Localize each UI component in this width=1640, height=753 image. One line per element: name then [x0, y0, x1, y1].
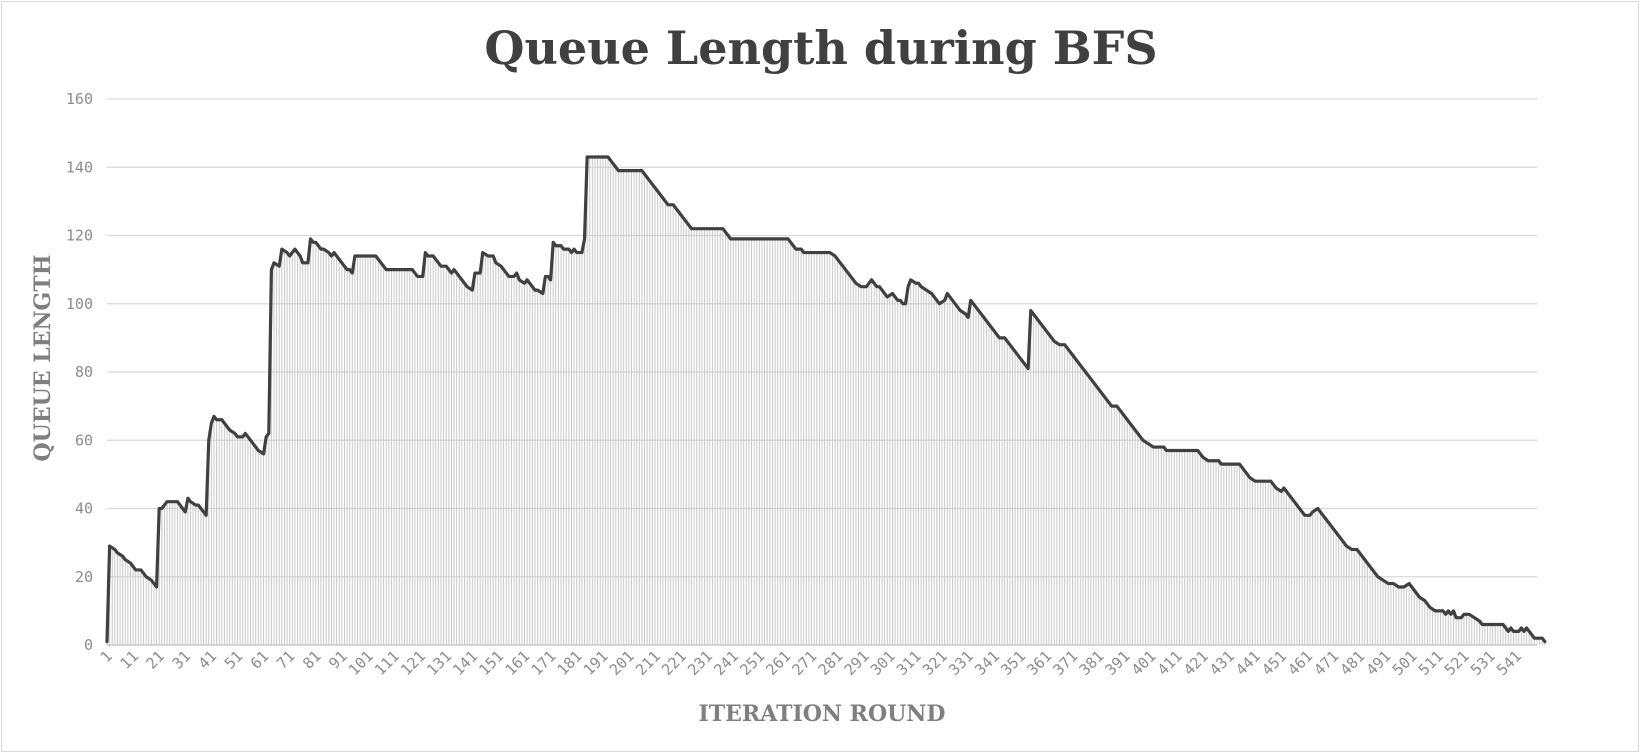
- x-tick-label: 291: [841, 647, 873, 679]
- x-tick-label: 111: [371, 647, 403, 679]
- x-tick-label: 281: [815, 647, 847, 679]
- x-tick-label: 251: [736, 647, 768, 679]
- x-tick-label: 61: [247, 647, 273, 673]
- x-tick-label: 411: [1154, 647, 1186, 679]
- x-tick-label: 261: [762, 647, 794, 679]
- x-tick-label: 241: [710, 647, 742, 679]
- x-tick-label: 511: [1415, 647, 1447, 679]
- x-tick-label: 441: [1232, 647, 1264, 679]
- x-tick-label: 321: [919, 647, 951, 679]
- x-tick-label: 31: [169, 647, 195, 673]
- x-tick-label: 151: [475, 647, 507, 679]
- y-tick-label: 80: [75, 363, 93, 381]
- x-tick-label: 221: [658, 647, 690, 679]
- x-tick-label: 231: [684, 647, 716, 679]
- x-tick-label: 451: [1258, 647, 1290, 679]
- x-tick-label: 471: [1310, 647, 1342, 679]
- x-tick-label: 271: [789, 647, 821, 679]
- x-tick-label: 351: [997, 647, 1029, 679]
- y-tick-label: 140: [66, 158, 93, 176]
- x-tick-label: 81: [299, 647, 325, 673]
- x-tick-label: 521: [1441, 647, 1473, 679]
- x-tick-label: 131: [423, 647, 455, 679]
- x-tick-labels: 1 11 21 31 41 51 61 71 81 91101111121131141151161…: [97, 647, 1525, 679]
- y-tick-label: 40: [75, 500, 93, 518]
- y-tick-label: 0: [84, 636, 93, 654]
- y-tick-label: 20: [75, 568, 93, 586]
- x-tick-label: 361: [1023, 647, 1055, 679]
- x-tick-label: 501: [1389, 647, 1421, 679]
- x-tick-label: 201: [606, 647, 638, 679]
- area-fill-lines: [106, 157, 1546, 645]
- x-tick-label: 491: [1363, 647, 1395, 679]
- x-tick-label: 341: [971, 647, 1003, 679]
- x-tick-label: 1: [97, 647, 116, 666]
- x-tick-label: 11: [116, 647, 142, 673]
- x-tick-label: 391: [1102, 647, 1134, 679]
- x-tick-label: 171: [528, 647, 560, 679]
- x-tick-label: 101: [345, 647, 377, 679]
- x-tick-label: 311: [893, 647, 925, 679]
- x-tick-label: 541: [1493, 647, 1525, 679]
- x-tick-label: 181: [554, 647, 586, 679]
- x-tick-label: 121: [397, 647, 429, 679]
- x-tick-label: 41: [195, 647, 221, 673]
- y-tick-label: 160: [66, 90, 93, 108]
- x-tick-label: 141: [449, 647, 481, 679]
- x-tick-label: 331: [945, 647, 977, 679]
- y-axis-title: QUEUE LENGTH: [30, 254, 56, 461]
- x-tick-label: 401: [1128, 647, 1160, 679]
- chart-title: Queue Length during BFS: [484, 21, 1157, 75]
- x-tick-label: 71: [273, 647, 299, 673]
- x-tick-label: 211: [632, 647, 664, 679]
- x-tick-label: 191: [580, 647, 612, 679]
- y-tick-labels: 0 20 40 60 80 100 120 140 160: [66, 90, 93, 654]
- y-tick-label: 120: [66, 227, 93, 245]
- x-tick-label: 21: [143, 647, 169, 673]
- y-tick-label: 60: [75, 431, 93, 449]
- x-tick-label: 431: [1206, 647, 1238, 679]
- x-tick-label: 421: [1180, 647, 1212, 679]
- x-axis-title: ITERATION ROUND: [699, 701, 946, 727]
- x-tick-label: 51: [221, 647, 247, 673]
- x-tick-label: 381: [1076, 647, 1108, 679]
- x-tick-label: 531: [1467, 647, 1499, 679]
- y-tick-label: 100: [66, 295, 93, 313]
- x-tick-label: 371: [1049, 647, 1081, 679]
- x-tick-label: 301: [867, 647, 899, 679]
- x-tick-label: 161: [501, 647, 533, 679]
- x-tick-label: 481: [1336, 647, 1368, 679]
- x-tick-label: 461: [1284, 647, 1316, 679]
- series-line: [105, 155, 1547, 644]
